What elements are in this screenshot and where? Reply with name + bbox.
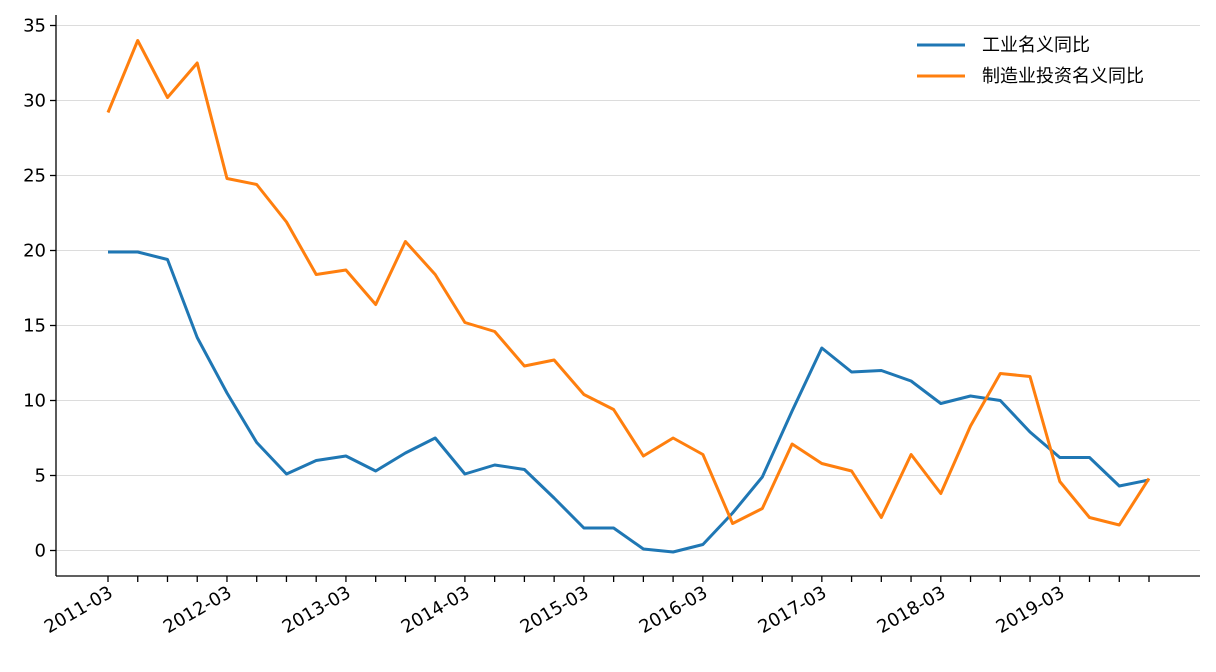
x-tick-label: 2019-03 (993, 582, 1069, 638)
legend: 工业名义同比 制造业投资名义同比 (917, 35, 1144, 87)
y-tick-label: 5 (35, 466, 46, 487)
x-tick-label: 2017-03 (755, 582, 831, 638)
y-tick-label: 15 (23, 316, 46, 337)
x-tick-label: 2018-03 (874, 582, 950, 638)
legend-label-industry: 工业名义同比 (982, 35, 1090, 56)
x-tick-label: 2014-03 (398, 582, 474, 638)
y-tick-label: 25 (23, 166, 46, 187)
series-layer (106, 39, 1151, 554)
y-tick-label: 30 (23, 91, 46, 112)
y-tick-label: 20 (23, 241, 46, 262)
legend-label-manufacturing: 制造业投资名义同比 (982, 66, 1144, 87)
y-tick-label: 35 (23, 16, 46, 37)
grid-layer (56, 25, 1200, 551)
x-tick-label: 2016-03 (636, 582, 712, 638)
x-tick-label: 2011-03 (41, 582, 117, 638)
axis-layer: 0 5 10 15 20 25 30 35 2011-03 2012-03 2013-03 2014-… (23, 15, 1200, 638)
x-tick-label: 2013-03 (279, 582, 355, 638)
series-line-manufacturing (106, 39, 1151, 527)
x-tick-label: 2015-03 (517, 582, 593, 638)
series-line-industry (108, 250, 1150, 554)
y-tick-label: 0 (35, 541, 46, 562)
y-tick-label: 10 (23, 391, 46, 412)
x-tick-label: 2012-03 (160, 582, 236, 638)
